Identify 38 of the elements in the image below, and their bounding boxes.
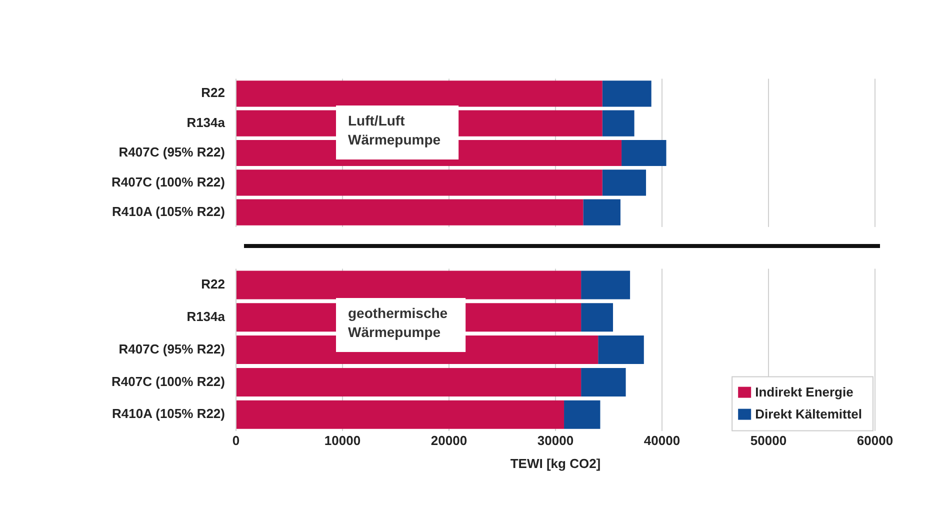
bar: [602, 80, 652, 107]
bar: [236, 400, 564, 429]
bar: [581, 270, 630, 300]
bar: [236, 170, 602, 196]
legend-label: Indirekt Energie: [755, 384, 854, 400]
bar: [581, 368, 626, 396]
y-tick-label: R407C (100% R22): [112, 374, 225, 389]
y-tick-label: R22: [201, 85, 225, 100]
y-tick-label: R407C (95% R22): [118, 341, 225, 356]
bar: [622, 140, 666, 166]
x-tick-label: 0: [232, 433, 240, 448]
bar: [236, 80, 602, 107]
y-tick-label: R134a: [186, 308, 226, 324]
legend-label: Direkt Kältemittel: [755, 406, 862, 422]
y-tick-label: R407C (95% R22): [118, 144, 225, 160]
bar: [564, 400, 600, 429]
bar: [602, 170, 646, 196]
bar: [236, 368, 582, 396]
x-axis-title: TEWI [kg CO2]: [510, 456, 601, 471]
y-tick-label: R134a: [186, 114, 226, 130]
x-tick-label: 10000: [324, 433, 361, 448]
y-tick-label: R407C (100% R22): [112, 174, 225, 190]
y-tick-label: R410A (105% R22): [112, 406, 225, 422]
bar: [236, 199, 584, 226]
y-tick-label: R22: [201, 276, 225, 292]
y-tick-label: R410A (105% R22): [112, 204, 225, 219]
x-tick-label: 20000: [430, 433, 468, 448]
x-tick-label: 50000: [750, 433, 787, 448]
bar: [581, 303, 614, 332]
bar: [236, 270, 582, 300]
bar: [602, 110, 634, 136]
x-tick-label: 40000: [644, 433, 680, 448]
x-tick-label: 60000: [856, 433, 894, 448]
x-tick-label: 30000: [537, 433, 574, 448]
annotation: Luft/Luft Wärmepumpe: [348, 112, 441, 148]
annotation: geothermische Wärmepumpe: [348, 304, 448, 340]
bar: [598, 336, 644, 364]
bar: [583, 199, 620, 226]
